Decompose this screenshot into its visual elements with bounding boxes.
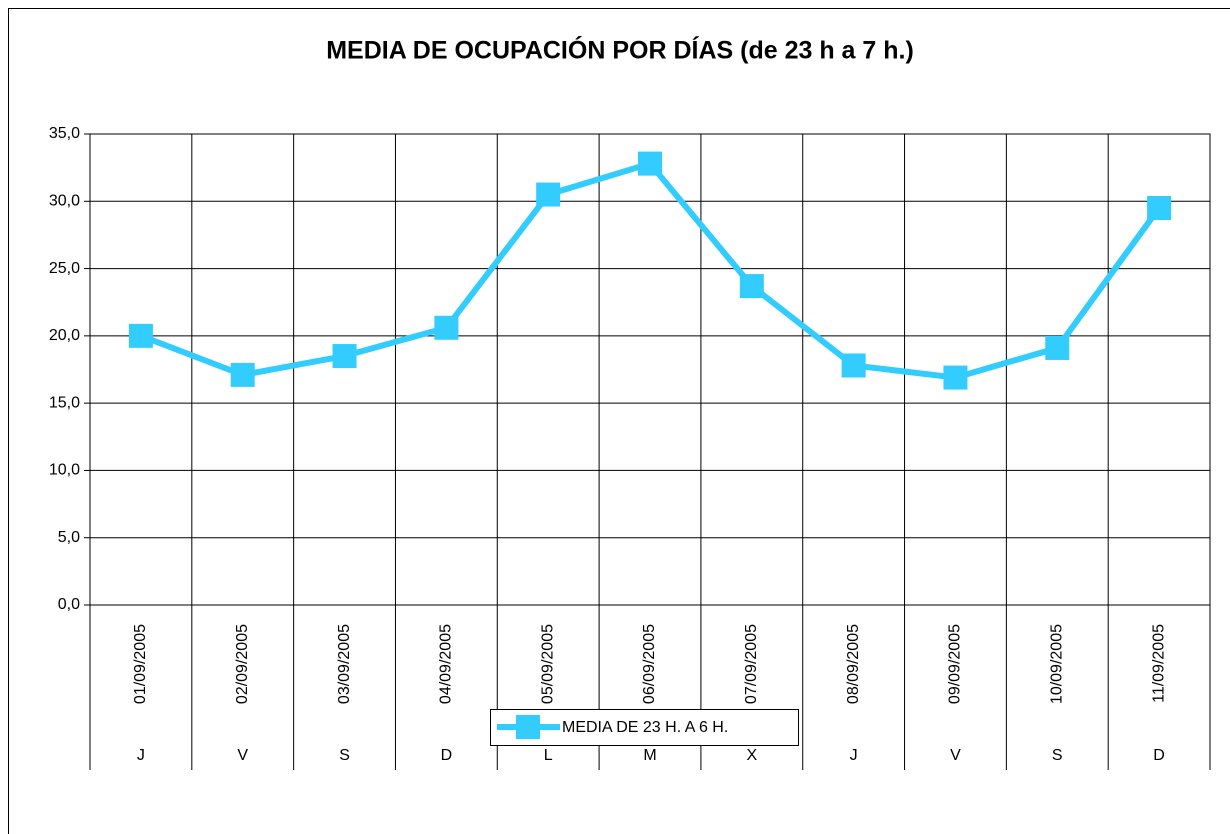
weekday-label: X (746, 747, 757, 764)
y-tick-label: 5,0 (58, 529, 80, 546)
y-tick-label: 20,0 (49, 327, 80, 344)
x-tick-label: 06/09/2005 (641, 624, 658, 704)
x-tick-label: 01/09/2005 (132, 624, 149, 704)
weekday-label: S (1052, 747, 1063, 764)
weekday-label: M (643, 747, 656, 764)
y-tick-label: 15,0 (49, 394, 80, 411)
x-tick-label: 05/09/2005 (539, 624, 556, 704)
data-point (434, 315, 459, 340)
data-point (536, 182, 561, 207)
y-tick-label: 25,0 (49, 260, 80, 277)
data-point (943, 365, 968, 390)
x-tick-label: 04/09/2005 (438, 624, 455, 704)
data-point (638, 151, 662, 176)
data-point (1147, 196, 1172, 221)
data-point (332, 344, 357, 369)
data-point (230, 362, 255, 387)
x-tick-label: 08/09/2005 (845, 624, 862, 704)
y-tick-label: 35,0 (49, 125, 80, 142)
weekday-label: V (237, 747, 248, 764)
weekday-label: V (950, 747, 961, 764)
x-tick-label: 11/09/2005 (1150, 624, 1167, 703)
x-tick-label: 10/09/2005 (1048, 624, 1065, 704)
data-point (128, 323, 153, 348)
y-tick-label: 10,0 (49, 462, 80, 479)
x-tick-label: 03/09/2005 (336, 624, 353, 704)
x-tick-label: 07/09/2005 (743, 624, 760, 704)
data-point (739, 274, 764, 299)
legend-marker (516, 715, 540, 739)
x-tick-label: 09/09/2005 (947, 624, 964, 704)
data-point (1045, 335, 1070, 360)
legend-label: MEDIA DE 23 H. A 6 H. (562, 719, 728, 736)
weekday-label: D (441, 747, 453, 764)
weekday-label: J (850, 747, 858, 764)
chart-title: MEDIA DE OCUPACIÓN POR DÍAS (de 23 h a 7… (326, 35, 914, 65)
x-tick-label: 02/09/2005 (234, 624, 251, 704)
weekday-label: L (544, 747, 553, 764)
y-tick-label: 0,0 (58, 596, 80, 613)
weekday-label: S (339, 747, 350, 764)
weekday-label: D (1153, 747, 1165, 764)
weekday-label: J (137, 747, 145, 764)
data-point (841, 353, 866, 378)
y-tick-label: 30,0 (49, 193, 80, 210)
